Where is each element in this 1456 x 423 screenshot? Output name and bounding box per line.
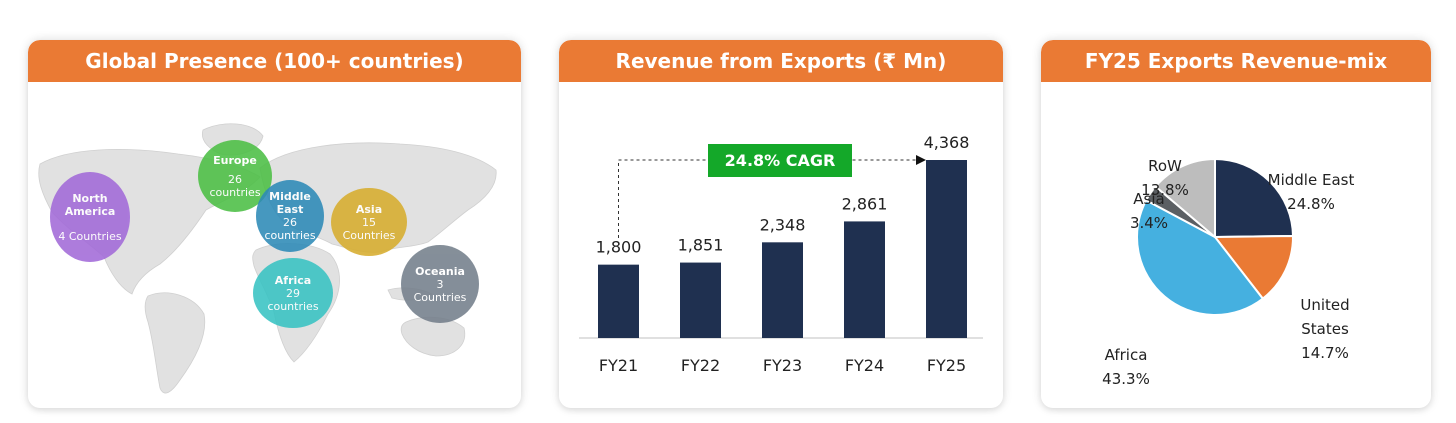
region-count: 29 countries — [267, 286, 319, 313]
bar-fy23 — [762, 242, 803, 338]
region-count: 26 countries — [264, 216, 316, 242]
region-name: Africa — [274, 273, 312, 287]
pie-value-label: 13.8% — [1141, 181, 1189, 199]
pie-value-label: 14.7% — [1301, 344, 1349, 362]
pie-label: Middle East — [1268, 171, 1355, 189]
revenue-bar-chart: 1,800 FY21 1,851 FY22 2,348 FY23 2,861 FY24 4,36… — [579, 133, 983, 375]
pie-label: United — [1300, 296, 1349, 314]
region-count: 3 Countries — [413, 277, 467, 304]
region-name: Asia — [355, 202, 383, 216]
revenue-panel: Revenue from Exports (₹ Mn) 1,800 FY21 1,8… — [559, 40, 1003, 408]
cagr-badge — [708, 144, 852, 177]
bar-value-label: 1,800 — [596, 238, 642, 257]
region-name: North America — [64, 191, 116, 218]
bar-fy24 — [844, 221, 885, 338]
pie-slice-united-states — [1212, 235, 1294, 301]
x-tick-label: FY23 — [763, 356, 802, 375]
bar-value-label: 1,851 — [678, 236, 724, 255]
region-oceania: Oceania 3 Countries — [401, 245, 479, 323]
pie-value-label: 43.3% — [1102, 370, 1150, 388]
pie-slice-row — [1154, 157, 1216, 240]
revenue-title: Revenue from Exports (₹ Mn) — [559, 40, 1003, 82]
region-count: 26 countries — [209, 172, 261, 199]
pie-slice-middle-east — [1214, 157, 1295, 239]
pie-label: States — [1301, 320, 1349, 338]
region-africa: Africa 29 countries — [253, 258, 333, 328]
pie-slices — [1136, 157, 1295, 316]
global-presence-panel: Global Presence (100+ countries) North A… — [28, 40, 521, 408]
pie-slice-africa — [1136, 198, 1265, 316]
bar-value-label: 2,861 — [842, 194, 888, 213]
x-tick-label: FY25 — [927, 356, 966, 375]
x-tick-label: FY21 — [599, 356, 638, 375]
pie-value-label: 24.8% — [1287, 195, 1335, 213]
revenue-mix-panel: FY25 Exports Revenue-mix Middle East 24.8… — [1041, 40, 1431, 408]
pie-value-label: 3.4% — [1130, 214, 1168, 232]
region-name: Europe — [213, 153, 257, 167]
bar-value-label: 4,368 — [924, 133, 970, 152]
bar-fy21 — [598, 264, 639, 338]
cagr-label: 24.8% CAGR — [725, 151, 836, 170]
region-name: Middle East — [269, 190, 311, 216]
x-tick-label: FY22 — [681, 356, 720, 375]
pie-label: RoW — [1148, 157, 1182, 175]
map-south-america — [144, 292, 206, 394]
region-count: 4 Countries — [58, 229, 122, 243]
revenue-mix-title: FY25 Exports Revenue-mix — [1041, 40, 1431, 82]
region-name: Oceania — [415, 264, 465, 278]
bar-fy22 — [680, 262, 721, 338]
pie-label: Africa — [1105, 346, 1148, 364]
pie-label: Asia — [1133, 190, 1164, 208]
region-asia: Asia 15 Countries — [331, 188, 407, 256]
bar-fy25 — [926, 160, 967, 338]
x-tick-label: FY24 — [845, 356, 884, 375]
map-australia — [400, 316, 466, 357]
revenue-mix-pie-chart: Middle East 24.8% United States 14.7% Africa 4… — [1102, 157, 1355, 388]
global-presence-title: Global Presence (100+ countries) — [28, 40, 521, 82]
bar-value-label: 2,348 — [760, 215, 806, 234]
region-north-america: North America 4 Countries — [50, 172, 130, 262]
region-count: 15 Countries — [342, 215, 396, 242]
arrow-head-icon — [916, 155, 926, 165]
region-middle-east: Middle East 26 countries — [256, 180, 324, 252]
